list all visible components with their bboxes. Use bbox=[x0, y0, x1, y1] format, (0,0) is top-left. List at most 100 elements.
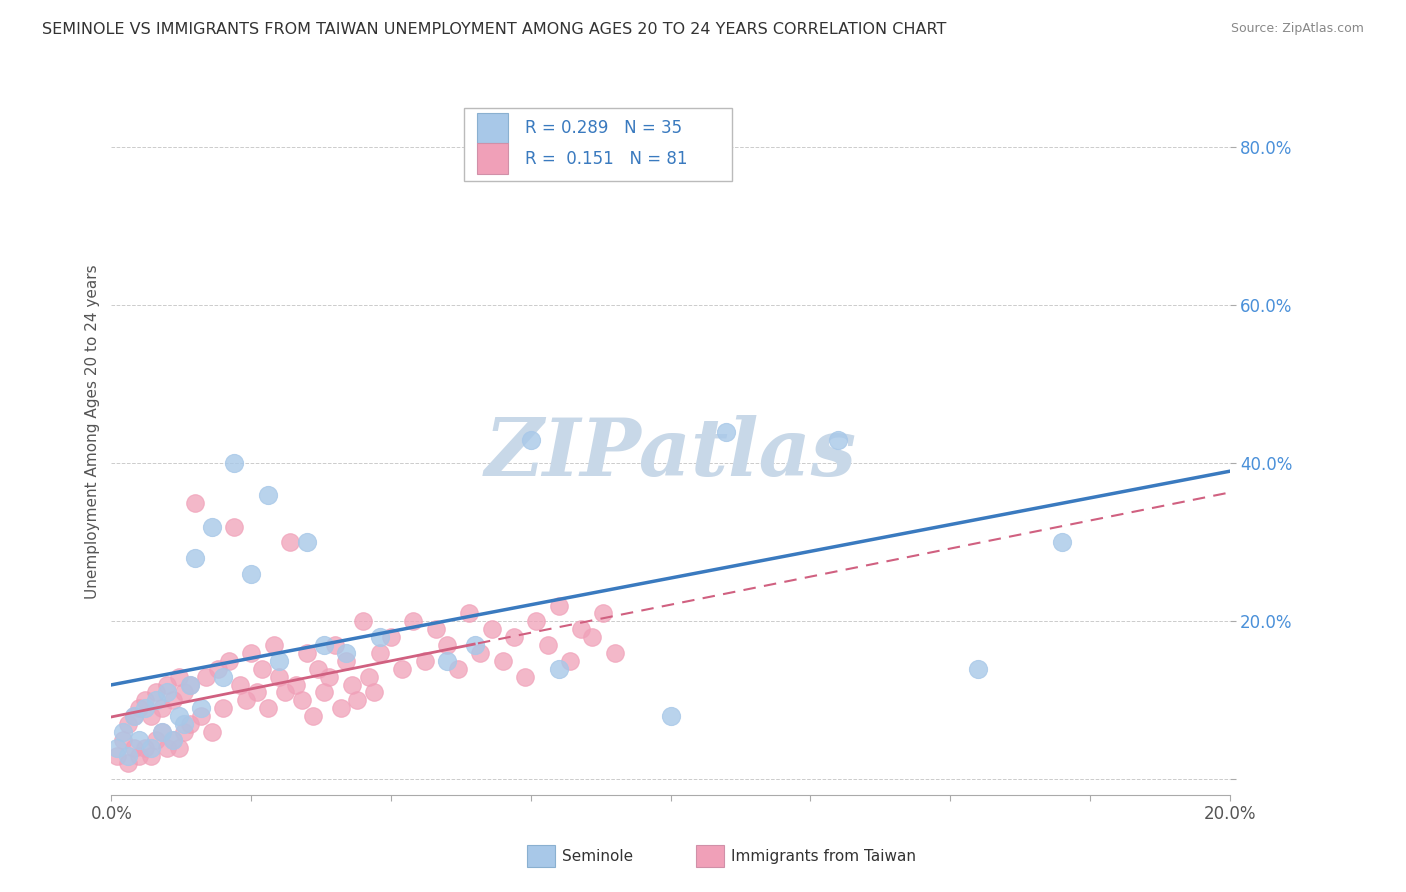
FancyBboxPatch shape bbox=[477, 113, 509, 144]
Point bbox=[246, 685, 269, 699]
Point bbox=[329, 701, 352, 715]
Point bbox=[402, 615, 425, 629]
Point bbox=[352, 615, 374, 629]
Point bbox=[967, 662, 990, 676]
Point bbox=[179, 677, 201, 691]
Point bbox=[156, 685, 179, 699]
Point bbox=[716, 425, 738, 439]
Point bbox=[207, 662, 229, 676]
Point bbox=[111, 724, 134, 739]
Point bbox=[134, 701, 156, 715]
Point bbox=[134, 693, 156, 707]
Point bbox=[122, 709, 145, 723]
Point bbox=[290, 693, 312, 707]
Point bbox=[269, 670, 291, 684]
Text: R =  0.151   N = 81: R = 0.151 N = 81 bbox=[526, 150, 688, 168]
Point bbox=[274, 685, 297, 699]
Point bbox=[145, 685, 167, 699]
Point bbox=[156, 740, 179, 755]
Point bbox=[380, 630, 402, 644]
Point bbox=[167, 740, 190, 755]
Point bbox=[201, 519, 224, 533]
Point bbox=[519, 433, 541, 447]
Point bbox=[224, 456, 246, 470]
Point bbox=[335, 654, 357, 668]
Point bbox=[117, 756, 139, 771]
Point bbox=[413, 654, 436, 668]
Point bbox=[257, 701, 280, 715]
Point bbox=[312, 638, 335, 652]
Point bbox=[368, 630, 391, 644]
Text: ZIPatlas: ZIPatlas bbox=[485, 415, 856, 492]
Point bbox=[436, 638, 458, 652]
Point bbox=[128, 748, 150, 763]
Point bbox=[201, 724, 224, 739]
Point bbox=[235, 693, 257, 707]
Point bbox=[173, 685, 195, 699]
Point bbox=[447, 662, 470, 676]
Point bbox=[145, 732, 167, 747]
Point bbox=[145, 693, 167, 707]
FancyBboxPatch shape bbox=[477, 144, 509, 174]
Point bbox=[558, 654, 581, 668]
Point bbox=[139, 709, 162, 723]
Point bbox=[436, 654, 458, 668]
Point bbox=[139, 748, 162, 763]
FancyBboxPatch shape bbox=[464, 109, 733, 181]
Point bbox=[295, 535, 318, 549]
Point bbox=[346, 693, 368, 707]
Point bbox=[122, 709, 145, 723]
Point bbox=[257, 488, 280, 502]
Point bbox=[184, 496, 207, 510]
Point bbox=[547, 662, 569, 676]
Point bbox=[569, 622, 592, 636]
Point bbox=[105, 748, 128, 763]
Point bbox=[240, 646, 263, 660]
Point bbox=[134, 740, 156, 755]
Point bbox=[128, 701, 150, 715]
Text: Seminole: Seminole bbox=[562, 849, 634, 863]
Point bbox=[224, 519, 246, 533]
Point bbox=[307, 662, 329, 676]
Point bbox=[139, 740, 162, 755]
Text: Immigrants from Taiwan: Immigrants from Taiwan bbox=[731, 849, 917, 863]
Point bbox=[391, 662, 413, 676]
Point bbox=[581, 630, 603, 644]
Point bbox=[524, 615, 547, 629]
Point bbox=[150, 724, 173, 739]
Point bbox=[284, 677, 307, 691]
Text: SEMINOLE VS IMMIGRANTS FROM TAIWAN UNEMPLOYMENT AMONG AGES 20 TO 24 YEARS CORREL: SEMINOLE VS IMMIGRANTS FROM TAIWAN UNEMP… bbox=[42, 22, 946, 37]
Point bbox=[190, 701, 212, 715]
Point bbox=[190, 709, 212, 723]
Point bbox=[162, 732, 184, 747]
Point bbox=[111, 732, 134, 747]
Point bbox=[547, 599, 569, 613]
Point bbox=[162, 732, 184, 747]
Point bbox=[335, 646, 357, 660]
Point bbox=[515, 670, 537, 684]
Point bbox=[603, 646, 626, 660]
Point bbox=[464, 638, 486, 652]
Point bbox=[117, 717, 139, 731]
Text: R = 0.289   N = 35: R = 0.289 N = 35 bbox=[526, 120, 682, 137]
Point bbox=[167, 670, 190, 684]
Point bbox=[229, 677, 252, 691]
Point bbox=[340, 677, 363, 691]
Point bbox=[357, 670, 380, 684]
Point bbox=[269, 654, 291, 668]
Point bbox=[368, 646, 391, 660]
Point bbox=[323, 638, 346, 652]
Point bbox=[458, 607, 481, 621]
Point bbox=[150, 724, 173, 739]
Point bbox=[173, 724, 195, 739]
Point bbox=[592, 607, 614, 621]
Point bbox=[195, 670, 218, 684]
Point bbox=[312, 685, 335, 699]
Point bbox=[156, 677, 179, 691]
Point bbox=[105, 740, 128, 755]
Point bbox=[252, 662, 274, 676]
Point bbox=[301, 709, 323, 723]
Point bbox=[179, 717, 201, 731]
Point bbox=[536, 638, 558, 652]
Point bbox=[1050, 535, 1073, 549]
